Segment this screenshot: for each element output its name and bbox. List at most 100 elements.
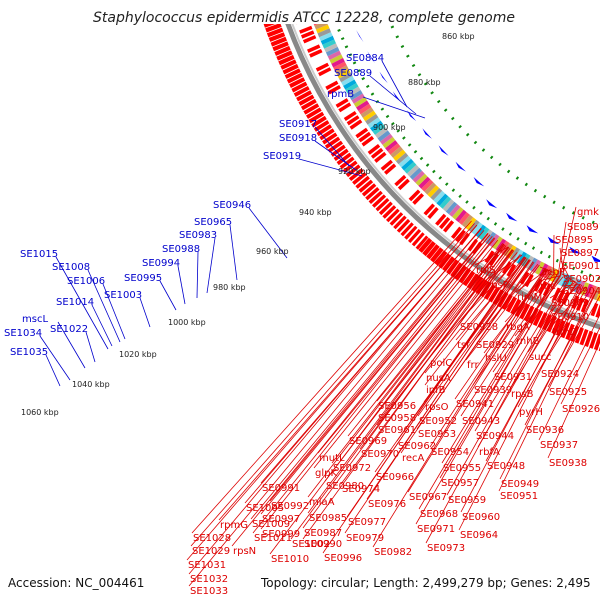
gene-label-right: SE0951 <box>500 491 538 502</box>
gene-label-right: SE1029 <box>192 546 230 557</box>
gene-label-right: SE1032 <box>190 574 228 585</box>
left-label-line <box>91 304 113 347</box>
forward-gene-arrow <box>372 194 387 208</box>
cog-band-segment <box>382 136 396 149</box>
gene-arrow-inner <box>538 280 548 295</box>
right-label-line <box>260 234 491 515</box>
right-label-line <box>359 249 513 450</box>
right-label-line <box>557 221 567 275</box>
forward-gene-arrow <box>270 36 287 47</box>
forward-gene-arrow <box>396 218 411 233</box>
right-label-line <box>560 260 571 281</box>
right-label-line <box>302 247 511 529</box>
forward-gene-arrow <box>339 156 355 170</box>
cog-band-segment <box>430 188 443 201</box>
reverse-gene-arrow <box>392 91 402 103</box>
gene-label-right: SE0936 <box>526 425 564 436</box>
gene-label-right: miaA <box>309 497 335 508</box>
gene-label-left: SE0919 <box>263 151 301 162</box>
gene-label-left: SE0884 <box>346 53 384 64</box>
forward-gene-arrow <box>313 120 330 132</box>
gene-arrow-inner <box>502 261 512 275</box>
reverse-gene-arrow <box>379 71 388 84</box>
gene-label-right: SE0904 <box>563 286 600 297</box>
cog-band-segment <box>375 127 388 139</box>
forward-gene-arrow <box>393 215 407 230</box>
forward-gene-arrow <box>293 86 310 97</box>
gene-label-left: SE1035 <box>10 347 48 358</box>
gene-label-right: recA <box>402 453 425 464</box>
cog-band-segment <box>401 158 414 171</box>
right-label-line <box>538 313 600 441</box>
cog-band-segment <box>427 185 440 198</box>
right-label-line <box>322 256 526 554</box>
right-label-line <box>372 267 546 548</box>
forward-gene-arrow <box>263 24 276 28</box>
left-label-line <box>248 207 288 259</box>
gene-arrow-inner <box>367 144 381 155</box>
gene-label-right: SE0966 <box>376 472 414 483</box>
right-label-line <box>290 246 509 540</box>
forward-gene-arrow <box>510 298 522 315</box>
forward-gene-arrow <box>278 54 295 66</box>
right-label-line <box>560 206 577 276</box>
gene-arrow-inner <box>423 203 435 216</box>
cog-band-segment <box>345 83 359 94</box>
left-label-line <box>369 75 417 115</box>
gene-labels: SE0884 SE0889 rpmB SE0917 SE0918 SE0919 SE0946… <box>4 53 600 597</box>
kbp-tick-label: 940 kbp <box>299 208 332 217</box>
cog-band-segment <box>488 234 500 248</box>
gene-arrow-inner <box>488 253 499 267</box>
cog-band-segment <box>468 219 480 233</box>
gene-label-right: SE0958 <box>378 413 416 424</box>
left-label-line <box>381 60 408 108</box>
gene-label-right: SE1011 <box>254 533 292 544</box>
forward-gene-arrow <box>284 68 301 79</box>
accession-text: Accession: NC_004461 <box>8 576 144 590</box>
gene-label-right: SE0967 <box>409 492 447 503</box>
gene-label-right: rnhB <box>516 336 540 347</box>
forward-gene-arrow <box>361 183 377 197</box>
right-label-line <box>188 228 482 575</box>
forward-gene-arrow <box>345 164 361 178</box>
right-label-line <box>231 233 489 547</box>
forward-gene-arrow <box>389 212 404 226</box>
right-label-line <box>460 272 555 417</box>
cog-band-segment <box>380 133 393 145</box>
cog-band-segment <box>331 57 345 68</box>
cog-band-segment <box>372 123 386 135</box>
cog-band-segment <box>442 199 455 212</box>
gene-arrow-inner <box>307 44 321 53</box>
gene-label-left: SE1008 <box>52 262 90 273</box>
gene-arrow-inner <box>302 35 317 44</box>
cog-band-segment <box>471 222 483 235</box>
left-label-line <box>45 354 61 387</box>
cog-band-segment <box>418 176 431 189</box>
right-label-line <box>547 340 600 459</box>
cog-band-segment <box>502 243 514 257</box>
kbp-tick-label: 1000 kbp <box>168 318 206 327</box>
cog-band-segment <box>351 93 365 104</box>
left-label-line <box>298 158 363 177</box>
right-label-line <box>400 261 534 454</box>
forward-gene-arrow <box>466 273 480 290</box>
reverse-gene-arrow <box>367 51 375 63</box>
forward-gene-arrow <box>462 270 476 287</box>
cog-band-segment <box>367 117 381 129</box>
forward-gene-arrow <box>434 250 448 266</box>
gene-label-left: SE0965 <box>194 217 232 228</box>
gene-label-right: tsf <box>457 340 470 351</box>
gene-label-right: rimM <box>517 292 542 303</box>
cog-band-segment <box>439 196 452 209</box>
forward-gene-arrow <box>306 107 322 119</box>
cog-band-segment <box>387 143 401 155</box>
cog-band-segment <box>516 251 527 265</box>
gene-label-right: SE0925 <box>549 387 587 398</box>
gene-arrow-inner <box>309 49 323 58</box>
gene-label-right: SE0891 <box>567 222 600 233</box>
forward-gene-arrow <box>272 41 289 52</box>
forward-gene-arrow <box>257 0 274 9</box>
gene-arrow-inner <box>315 62 329 72</box>
gene-label-right: SE1028 <box>193 533 231 544</box>
cog-band-segment <box>398 155 411 168</box>
